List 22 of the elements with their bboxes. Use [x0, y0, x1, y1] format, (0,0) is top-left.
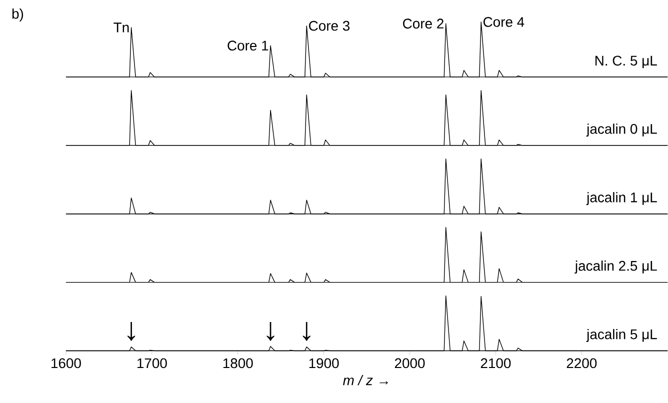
- x-tick-label: 2100: [480, 358, 511, 368]
- x-tick-label: 1700: [137, 358, 167, 368]
- annotation: Core 2: [403, 18, 444, 29]
- x-tick-label: 1800: [223, 358, 253, 368]
- x-axis-title: m / z →: [343, 375, 388, 386]
- text: b): [12, 8, 24, 22]
- series-label: jacalin 5 μL: [586, 329, 657, 342]
- annotation: Core 1: [228, 40, 268, 51]
- x-tick-label: 1900: [309, 358, 339, 368]
- x-tick-label: 2000: [394, 358, 425, 368]
- series-label: jacalin 2.5 μL: [574, 260, 657, 274]
- annotation: Tn: [114, 22, 129, 32]
- annotation: Core 4: [483, 17, 524, 28]
- annotation: ↓: [302, 322, 310, 341]
- series-label: N. C. 5 μL: [595, 56, 657, 68]
- annotation: ↓: [128, 322, 136, 341]
- series-label: jacalin 0 μL: [586, 124, 657, 137]
- annotation: ↓: [266, 322, 274, 341]
- annotation: Core 3: [309, 21, 350, 31]
- x-tick-label: 2200: [566, 358, 597, 368]
- x-tick-label: 1600: [52, 358, 81, 368]
- series-label: jacalin 1 μL: [586, 192, 657, 206]
